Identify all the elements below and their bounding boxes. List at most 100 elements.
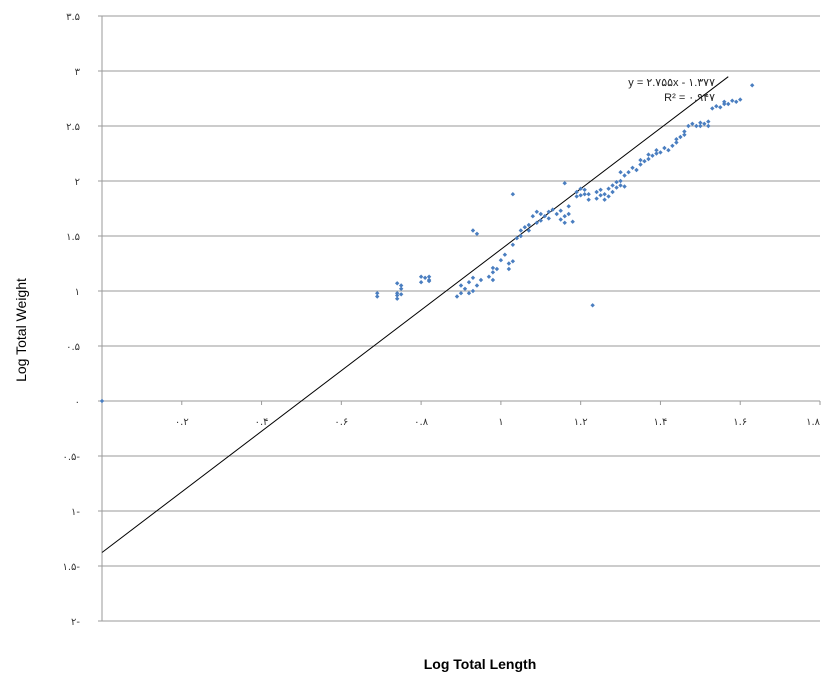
data-point <box>510 242 516 247</box>
data-point <box>614 179 619 185</box>
data-point <box>582 192 587 197</box>
data-point <box>506 266 512 272</box>
data-point <box>598 187 603 192</box>
x-tick-label: ۰.۶ <box>334 417 348 428</box>
data-point <box>550 207 555 212</box>
data-point <box>590 303 595 308</box>
y-tick-label: ۰ <box>75 397 80 408</box>
data-point <box>466 291 472 296</box>
data-point <box>674 140 679 145</box>
data-point <box>594 189 599 195</box>
data-point <box>606 186 611 191</box>
data-point <box>574 194 579 199</box>
data-point <box>734 99 739 104</box>
data-points <box>99 83 755 404</box>
data-point <box>534 209 539 214</box>
axes <box>101 16 820 621</box>
data-point <box>562 214 567 219</box>
data-point <box>682 129 687 134</box>
data-point <box>375 291 380 296</box>
data-point <box>670 143 675 148</box>
x-tick-labels: ۰.۲ ۰.۴ ۰.۶ ۰.۸ ۱ ۱.۲ ۱.۴ ۱.۶ ۱.۸ <box>175 401 821 428</box>
data-point <box>474 231 480 236</box>
data-point <box>99 398 105 404</box>
data-point <box>722 99 727 104</box>
equation-text: y = ۲.۷۵۵x - ۱.۳۷۷ <box>628 77 715 89</box>
data-point <box>610 183 615 188</box>
data-point <box>518 228 524 233</box>
y-tick-label: ۲.۵ <box>66 122 80 133</box>
data-point <box>502 252 508 257</box>
x-tick-label: ۰.۲ <box>175 417 189 428</box>
data-point <box>558 208 563 213</box>
data-point <box>375 294 380 299</box>
data-point <box>462 286 468 291</box>
data-point <box>466 280 472 285</box>
data-point <box>578 193 583 198</box>
data-point <box>654 148 659 153</box>
data-point <box>562 181 567 186</box>
data-point <box>470 275 476 280</box>
data-point <box>702 121 707 126</box>
r-squared-text: R² = ۰.۹۴۷ <box>664 92 715 104</box>
y-tick-labels: ۳.۵ ۳ ۲.۵ ۲ ۱.۵ ۱ ۰.۵ ۰ ۰.۵- ۱- ۱.۵- ۲- <box>62 12 102 628</box>
data-point <box>470 288 476 294</box>
data-point <box>554 211 559 217</box>
data-point <box>626 170 631 175</box>
data-point <box>394 296 400 301</box>
data-point <box>398 292 404 297</box>
data-point <box>546 209 551 214</box>
data-point <box>506 261 512 266</box>
data-point <box>710 106 715 111</box>
data-point <box>458 283 464 288</box>
data-point <box>426 277 432 283</box>
trendline-equation: y = ۲.۷۵۵x - ۱.۳۷۷ R² = ۰.۹۴۷ <box>545 76 715 106</box>
data-point <box>418 274 424 279</box>
data-point <box>598 193 603 198</box>
y-tick-label: ۳ <box>75 67 81 78</box>
data-point <box>498 258 504 263</box>
x-axis-title: Log Total Length <box>423 656 537 672</box>
data-point <box>514 236 520 241</box>
data-point <box>678 134 683 140</box>
data-point <box>606 194 611 199</box>
x-tick-label: ۰.۸ <box>414 417 429 428</box>
x-tick-label: ۱ <box>498 417 503 428</box>
data-point <box>494 266 500 272</box>
data-point <box>478 277 484 283</box>
x-tick-label: ۰.۴ <box>255 417 269 428</box>
y-tick-label: ۰.۵- <box>62 452 80 463</box>
data-point <box>662 145 667 151</box>
y-tick-label: ۲- <box>71 617 80 628</box>
data-point <box>526 222 532 228</box>
data-point <box>730 98 735 103</box>
data-point <box>602 197 607 202</box>
data-point <box>470 228 476 233</box>
data-point <box>622 173 627 178</box>
data-point <box>566 204 571 209</box>
data-point <box>714 104 719 109</box>
y-axis-title-text: Log Total Weight <box>13 278 29 382</box>
x-tick-label: ۱.۴ <box>653 417 667 428</box>
data-point <box>526 228 532 233</box>
data-point <box>726 101 731 107</box>
data-point <box>582 187 587 192</box>
y-axis-title: Log Total Weight <box>6 260 36 400</box>
y-tick-label: ۰.۵ <box>66 342 80 353</box>
data-point <box>749 83 755 88</box>
data-point <box>658 150 663 155</box>
data-point <box>546 216 551 221</box>
data-point <box>686 123 691 129</box>
data-point <box>602 192 607 197</box>
y-tick-label: ۲ <box>75 177 80 188</box>
data-point <box>486 274 492 279</box>
data-point <box>394 281 400 286</box>
data-point <box>718 105 723 110</box>
data-point <box>618 178 623 184</box>
data-point <box>646 156 651 162</box>
data-point <box>518 233 524 239</box>
data-point <box>618 183 623 188</box>
data-point <box>490 277 496 283</box>
data-point <box>666 148 671 153</box>
data-point <box>542 214 547 219</box>
